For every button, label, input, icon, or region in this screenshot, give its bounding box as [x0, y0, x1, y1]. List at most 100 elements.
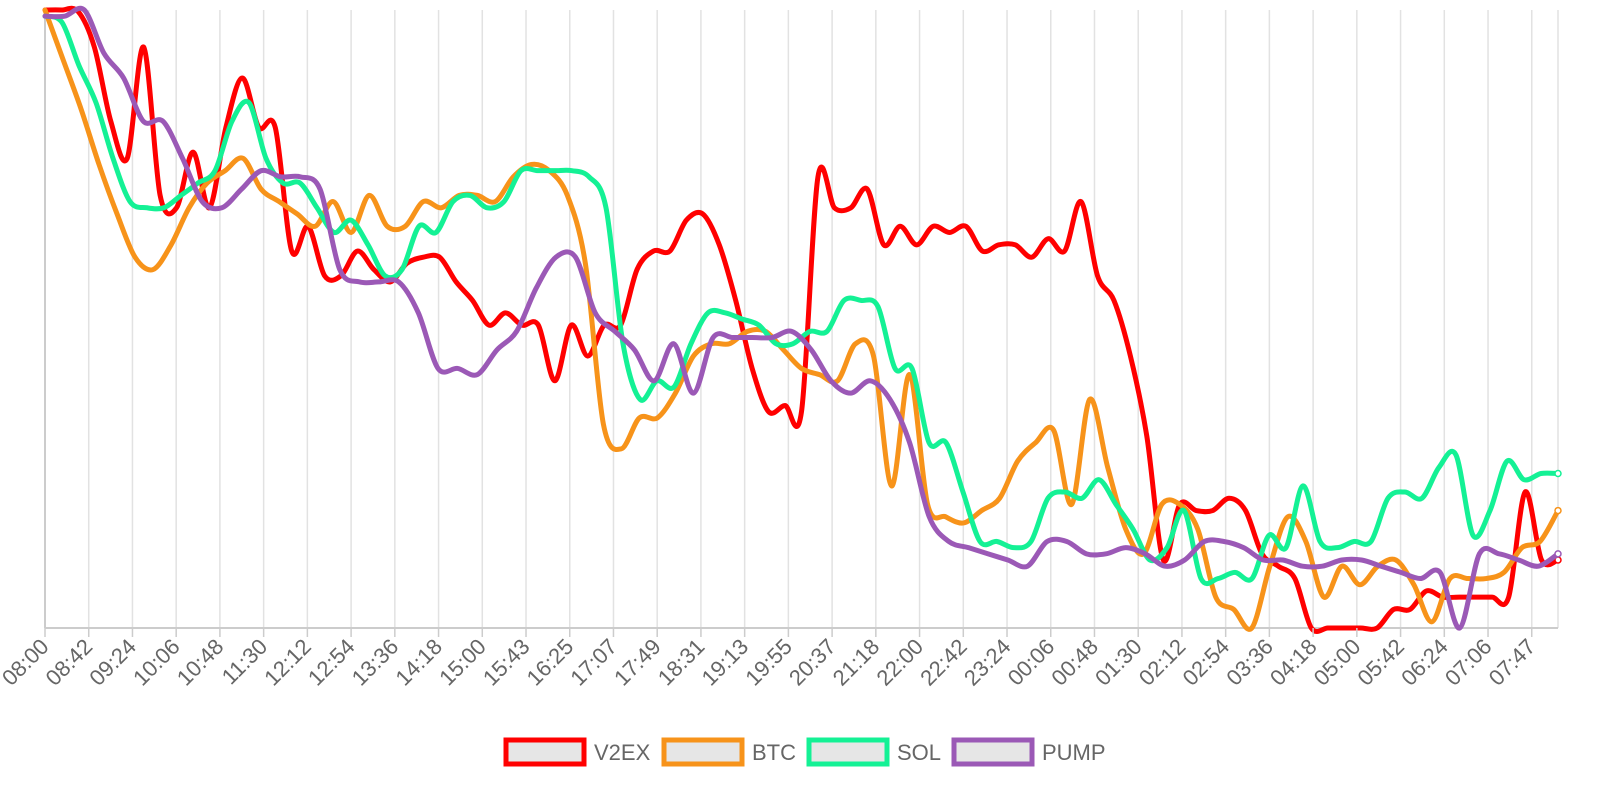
data-point [1411, 582, 1416, 587]
data-point [980, 249, 985, 254]
data-point [1359, 558, 1364, 563]
data-point [1516, 558, 1521, 563]
legend-item-v2ex[interactable]: V2EX [503, 737, 651, 767]
data-point [322, 273, 327, 278]
data-point [672, 384, 676, 389]
data-point [1357, 582, 1362, 587]
data-point [145, 205, 149, 210]
data-point [1339, 558, 1344, 563]
data-point [62, 14, 67, 19]
data-point [1097, 477, 1101, 482]
data-point [700, 211, 705, 216]
data-point [1213, 595, 1218, 600]
data-point [1352, 539, 1356, 544]
data-point [612, 329, 617, 334]
x-tick-label: 20:37 [784, 634, 841, 691]
legend-item-sol[interactable]: SOL [806, 737, 941, 767]
data-point [783, 403, 788, 408]
data-point [1105, 465, 1110, 470]
data-point [853, 341, 858, 346]
series-line-sol [42, 13, 1561, 587]
data-point [97, 162, 102, 167]
data-point [1064, 539, 1069, 544]
data-point [437, 255, 442, 260]
legend-label-btc: BTC [752, 740, 796, 765]
data-point [835, 378, 840, 383]
data-point [1280, 558, 1285, 563]
data-point [1221, 539, 1226, 544]
data-point [230, 119, 234, 124]
data-point [1029, 255, 1034, 260]
data-point [671, 341, 676, 346]
data-point [881, 242, 886, 247]
data-point [485, 205, 489, 210]
data-point [1447, 576, 1452, 581]
data-point [1123, 545, 1128, 550]
series-line-btc [42, 7, 1561, 632]
data-point [179, 193, 183, 198]
data-point [1163, 564, 1168, 569]
data-point [943, 514, 948, 519]
data-point [1477, 551, 1482, 556]
data-point [927, 514, 932, 519]
data-point [1144, 434, 1149, 439]
data-point [619, 446, 624, 451]
data-point [848, 205, 853, 210]
data-point [454, 279, 459, 284]
data-point [966, 545, 971, 550]
data-point [585, 354, 590, 359]
data-point [43, 14, 47, 19]
legend-item-pump[interactable]: PUMP [951, 737, 1106, 767]
legend-label-v2ex: V2EX [594, 740, 651, 765]
data-point [61, 57, 66, 62]
data-point [1227, 496, 1232, 501]
data-point [1424, 588, 1429, 593]
data-point [1084, 551, 1089, 556]
data-point [907, 440, 912, 445]
data-point [1046, 496, 1050, 501]
data-point [1490, 595, 1495, 600]
data-point [573, 255, 578, 260]
x-tick-label: 19:13 [697, 634, 754, 691]
data-point [781, 347, 786, 352]
data-point [421, 255, 426, 260]
x-tick-label: 13:36 [347, 634, 404, 691]
data-point [1339, 564, 1344, 569]
data-point [111, 156, 115, 161]
data-point [621, 341, 625, 346]
data-point [1523, 490, 1528, 495]
data-point [1454, 452, 1458, 457]
data-point [750, 366, 755, 371]
data-point [59, 8, 64, 12]
data-point [601, 422, 606, 427]
data-point [740, 317, 744, 321]
data-point [1457, 626, 1462, 630]
data-point [151, 267, 156, 272]
data-point [295, 211, 300, 216]
data-point [1321, 595, 1326, 600]
legend-item-btc[interactable]: BTC [661, 737, 796, 767]
x-tick-label: 14:18 [390, 634, 447, 691]
data-point [383, 273, 387, 278]
x-tick-label: 11:30 [217, 634, 272, 689]
x-tick-label: 15:43 [478, 634, 535, 691]
data-point [1393, 558, 1398, 563]
series-v2ex [42, 5, 1562, 634]
data-point [475, 372, 480, 377]
data-point [986, 551, 991, 556]
data-point [366, 242, 370, 247]
data-point [240, 75, 245, 80]
data-point [1391, 607, 1396, 612]
data-point [799, 409, 804, 414]
data-point [553, 255, 558, 260]
data-point [1407, 607, 1412, 612]
data-point [587, 174, 591, 179]
data-point [298, 181, 302, 186]
x-tick-label: 21:18 [828, 634, 885, 691]
data-point [750, 335, 755, 340]
series-line-v2ex [42, 5, 1561, 634]
data-point [1063, 490, 1067, 495]
data-point [569, 323, 574, 328]
data-point [1554, 469, 1562, 478]
data-point [1177, 502, 1182, 507]
